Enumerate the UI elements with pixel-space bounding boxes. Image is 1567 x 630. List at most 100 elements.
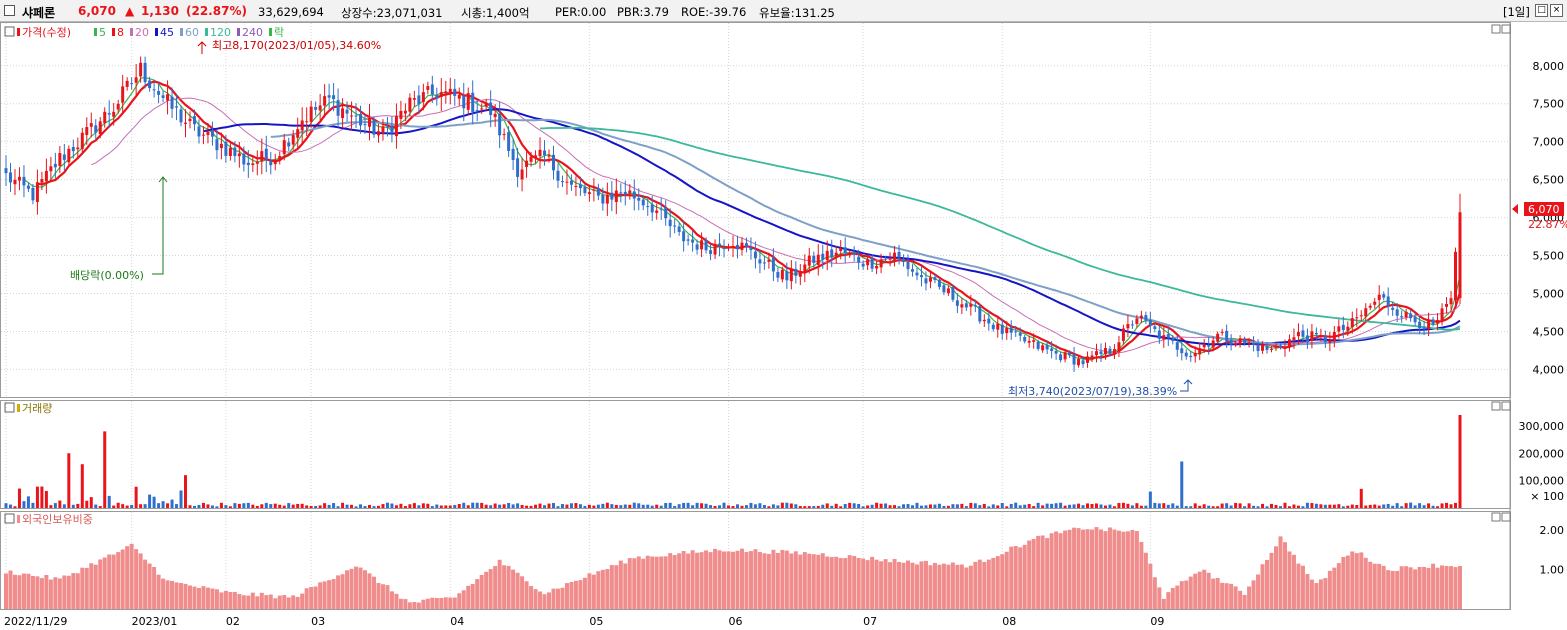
foreign-bar <box>748 551 753 609</box>
maximize-icon[interactable]: □ <box>1535 4 1548 17</box>
per-value: PER:0.00 <box>555 5 607 19</box>
foreign-bar <box>654 556 659 609</box>
volume-bar <box>439 505 443 508</box>
stock-name[interactable]: 샤페론 <box>22 6 56 20</box>
candle-body <box>1009 327 1013 333</box>
volume-bar <box>911 505 915 508</box>
volume-bar <box>184 475 188 508</box>
volume-bar <box>130 504 134 508</box>
volume-bar <box>453 504 457 508</box>
volume-bar <box>175 504 179 508</box>
volume-bar <box>31 502 35 508</box>
foreign-bar <box>1350 551 1355 609</box>
foreign-bar <box>1305 574 1310 609</box>
foreign-bar <box>1112 529 1117 609</box>
foreign-bar <box>358 567 363 609</box>
foreign-ownership-bars <box>4 527 1462 609</box>
candle-body <box>525 160 529 167</box>
volume-bar <box>76 503 80 508</box>
volume-bar <box>1458 414 1462 508</box>
volume-bar <box>1009 503 1013 508</box>
foreign-bar <box>1130 529 1135 609</box>
panel-minimize-icon[interactable] <box>1491 24 1501 34</box>
foreign-bar <box>434 598 439 609</box>
volume-bar <box>242 503 246 508</box>
foreign-bar <box>62 575 67 609</box>
candle-body <box>1418 321 1422 329</box>
candle-body <box>197 126 201 137</box>
period-selector[interactable]: [1일] <box>1503 5 1530 19</box>
price-change: 1,130 <box>141 4 179 18</box>
panel-minimize-icon[interactable] <box>1491 401 1501 411</box>
volume-bar <box>1054 503 1058 508</box>
candle-body <box>798 272 802 277</box>
foreign-bar <box>650 556 655 609</box>
chart-canvas[interactable]: 8,0007,5007,0006,5006,0005,5005,0004,500… <box>0 22 1567 630</box>
volume-bar <box>98 506 102 508</box>
volume-bar <box>556 506 560 508</box>
select-checkbox[interactable] <box>4 5 15 16</box>
foreign-bar <box>255 596 260 609</box>
foreign-bar <box>385 585 390 609</box>
close-icon[interactable]: × <box>1550 4 1563 17</box>
volume-bar <box>341 502 345 508</box>
panel-close-icon[interactable] <box>1501 24 1511 34</box>
candle-body <box>839 248 843 252</box>
volume-bar <box>1157 503 1161 508</box>
candle-body <box>125 80 129 87</box>
panel-collapse-box[interactable] <box>4 513 15 524</box>
candle-body <box>1261 344 1265 351</box>
foreign-bar <box>1269 552 1274 609</box>
volume-bar <box>1234 502 1238 508</box>
foreign-bar <box>1422 566 1427 609</box>
candle-body <box>740 242 744 250</box>
volume-bar <box>381 504 385 508</box>
volume-bar <box>812 506 816 508</box>
foreign-bar <box>1345 555 1350 609</box>
volume-bar <box>960 503 964 508</box>
candle-body <box>551 154 555 171</box>
candle-body <box>691 239 695 243</box>
foreign-bar <box>1040 535 1045 609</box>
volume-bar <box>1027 504 1031 508</box>
foreign-bar <box>461 590 466 609</box>
candle-body <box>893 252 897 260</box>
foreign-bar <box>30 575 35 609</box>
volume-bar <box>996 505 1000 508</box>
volume-bar <box>1117 503 1121 508</box>
volume-bar <box>664 503 668 508</box>
candle-body <box>1077 358 1081 366</box>
candle-body <box>1373 301 1377 305</box>
foreign-bar <box>695 552 700 609</box>
foreign-bar <box>349 568 354 609</box>
panel-collapse-box[interactable] <box>4 26 15 37</box>
panel-minimize-icon[interactable] <box>1491 512 1501 522</box>
candle-body <box>937 279 941 287</box>
foreign-bar <box>1354 553 1359 609</box>
panel-close-icon[interactable] <box>1501 512 1511 522</box>
volume-legend-marker <box>17 404 20 412</box>
volume-bar <box>1314 503 1318 508</box>
foreign-bar <box>1408 567 1413 609</box>
volume-bar <box>857 503 861 508</box>
candle-body <box>1220 331 1224 333</box>
candle-body <box>605 194 609 204</box>
volume-bar <box>8 504 12 508</box>
volume-bar <box>937 503 941 508</box>
volume-bar <box>188 505 192 508</box>
panel-close-icon[interactable] <box>1501 401 1511 411</box>
foreign-bar <box>237 594 242 609</box>
candle-body <box>1086 356 1090 363</box>
foreign-bar <box>587 573 592 609</box>
foreign-bar <box>403 599 408 609</box>
roe-value: ROE:-39.76 <box>681 5 747 19</box>
volume-bar <box>866 505 870 508</box>
volume-bar <box>507 502 511 508</box>
candle-body <box>394 116 398 137</box>
candle-body <box>1157 330 1161 339</box>
candle-body <box>996 323 1000 330</box>
panel-collapse-box[interactable] <box>4 402 15 413</box>
candle-body <box>359 113 363 126</box>
candle-body <box>1103 347 1107 355</box>
foreign-bar <box>1072 527 1077 609</box>
